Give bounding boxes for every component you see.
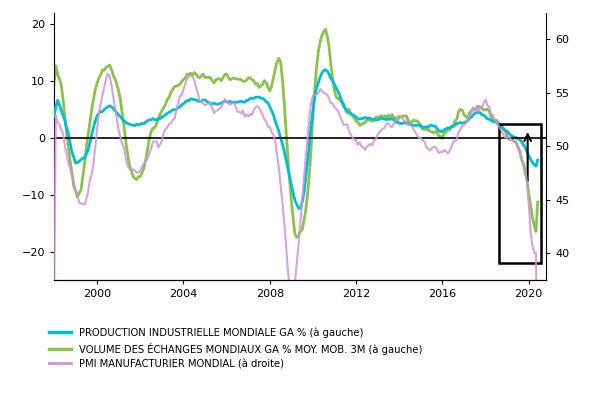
Bar: [499, 124, 541, 263]
Legend: PRODUCTION INDUSTRIELLE MONDIALE GA % (à gauche), VOLUME DES ÉCHANGES MONDIAUX G: PRODUCTION INDUSTRIELLE MONDIALE GA % (à…: [49, 328, 422, 370]
